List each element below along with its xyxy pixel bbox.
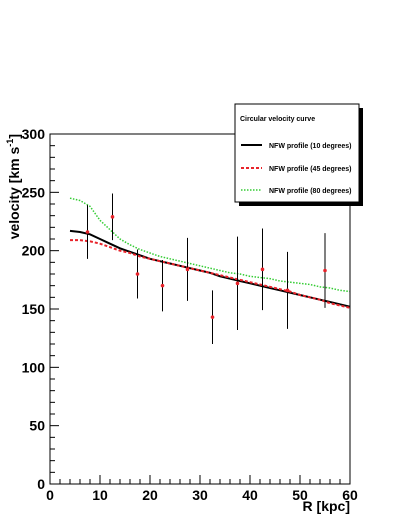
data-point-marker xyxy=(85,230,90,234)
data-point xyxy=(260,228,265,311)
x-tick-label: 0 xyxy=(46,487,54,503)
data-point-marker xyxy=(235,281,240,286)
legend-title: Circular velocity curve xyxy=(240,116,315,123)
data-point-marker xyxy=(210,315,215,319)
legend-box xyxy=(234,103,360,203)
y-axis-title-tail: ] xyxy=(6,134,22,139)
legend: Circular velocity curve NFW profile (10 … xyxy=(234,103,363,206)
x-tick-label: 60 xyxy=(342,487,358,503)
y-axis-title: velocity [km s-1] xyxy=(5,134,22,239)
data-point xyxy=(85,205,90,259)
data-point xyxy=(285,251,290,329)
legend-label-80-degrees: NFW profile (80 degrees) xyxy=(269,188,351,195)
data-points-layer xyxy=(85,193,327,344)
y-tick-label: 200 xyxy=(22,243,46,259)
data-point-marker xyxy=(285,288,290,293)
legend-label-45-degrees: NFW profile (45 degrees) xyxy=(269,166,351,173)
data-point-marker xyxy=(160,283,165,288)
y-tick-label: 150 xyxy=(22,301,46,317)
data-point-marker xyxy=(323,268,327,273)
x-axis-title: R [kpc] xyxy=(303,498,350,514)
data-point xyxy=(235,236,240,330)
y-tick-label: 250 xyxy=(22,184,46,200)
y-tick-label: 100 xyxy=(22,359,46,375)
data-point xyxy=(160,260,165,312)
y-axis-title-main: velocity [km s xyxy=(6,146,22,239)
data-point xyxy=(110,193,115,241)
y-tick-label: 0 xyxy=(37,476,45,492)
data-point-marker xyxy=(260,267,265,272)
series-line-2 xyxy=(69,197,351,293)
y-tick-label: 50 xyxy=(29,418,45,434)
axis-layer: 0 50 100 150 200 250 300 0 10 20 30 40 50 60 xyxy=(22,126,358,503)
series-line-1 xyxy=(70,239,351,309)
x-tick-label: 20 xyxy=(142,487,158,503)
y-axis-title-superscript: -1 xyxy=(5,139,15,147)
data-point-marker xyxy=(135,272,140,276)
x-tick-label: 10 xyxy=(92,487,108,503)
x-tick-label: 40 xyxy=(242,487,258,503)
data-point xyxy=(135,249,140,299)
series-layer xyxy=(69,197,351,309)
data-point-marker xyxy=(185,267,190,272)
legend-label-10-degrees: NFW profile (10 degrees) xyxy=(269,143,351,150)
x-tick-label: 50 xyxy=(292,487,308,503)
y-tick-label: 300 xyxy=(22,126,46,142)
x-tick-label: 30 xyxy=(192,487,208,503)
data-point-marker xyxy=(110,215,115,219)
data-point xyxy=(323,233,327,308)
data-point xyxy=(185,237,190,301)
data-point xyxy=(210,290,215,344)
